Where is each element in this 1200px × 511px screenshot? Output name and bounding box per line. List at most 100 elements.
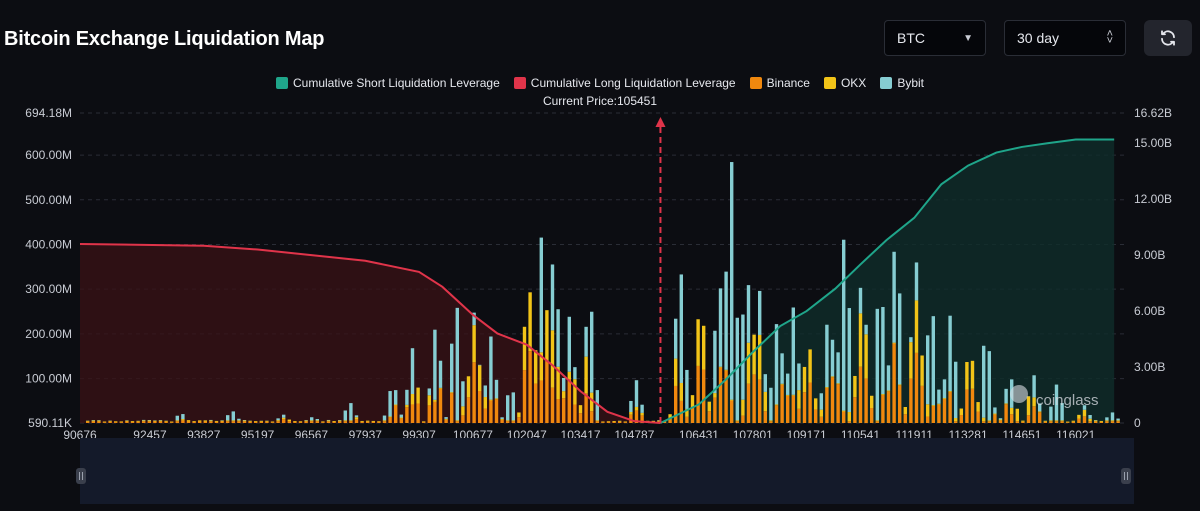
range-scroller[interactable] [80, 438, 1134, 504]
bar-okx [948, 391, 951, 392]
bar-okx [887, 390, 890, 391]
bar-bybit [383, 416, 386, 421]
bar-binance [540, 380, 543, 423]
bar-okx [736, 420, 739, 421]
bar-binance [568, 379, 571, 423]
bar-binance [584, 393, 587, 423]
bar-binance [383, 421, 386, 423]
bar-okx [304, 421, 307, 422]
bar-binance [484, 409, 487, 423]
bar-bybit [1116, 419, 1119, 421]
y-left-tick-label: 600.00M [25, 148, 72, 162]
bar-okx [226, 420, 229, 421]
bar-okx [198, 420, 201, 421]
bar-binance [310, 421, 313, 423]
bar-okx [534, 350, 537, 383]
bar-bybit [825, 325, 828, 387]
bar-bybit [489, 337, 492, 400]
bar-bybit [780, 353, 783, 383]
bar-binance [954, 421, 957, 423]
bar-binance [422, 422, 425, 423]
coinglass-logo-icon [1010, 385, 1028, 403]
bar-okx [769, 420, 772, 421]
bar-okx [859, 313, 862, 366]
bar-binance [444, 420, 447, 423]
bar-binance [1004, 404, 1007, 423]
bar-binance [948, 392, 951, 423]
bar-binance [198, 422, 201, 423]
bar-bybit [316, 419, 319, 420]
bar-binance [937, 405, 940, 423]
bar-binance [220, 422, 223, 423]
bar-bybit [892, 252, 895, 343]
bar-bybit [590, 312, 593, 393]
bar-bybit [898, 293, 901, 384]
bar-bybit [584, 327, 587, 357]
bar-binance [355, 419, 358, 423]
bar-okx [803, 367, 806, 392]
bar-binance [853, 397, 856, 423]
bar-binance [556, 399, 559, 423]
bar-okx [853, 376, 856, 397]
bar-okx [332, 421, 335, 422]
bar-binance [148, 421, 151, 423]
y-right-tick-label: 0 [1134, 416, 1141, 430]
bar-binance [876, 421, 879, 423]
bar-bybit [394, 390, 397, 404]
y-right-tick-label: 9.00B [1134, 248, 1165, 262]
bar-binance [131, 422, 134, 423]
bar-bybit [433, 330, 436, 400]
bar-okx [1066, 422, 1069, 423]
bar-okx [870, 396, 873, 408]
bar-okx [1083, 410, 1086, 417]
bar-binance [892, 344, 895, 423]
bar-binance [120, 422, 123, 423]
bar-binance [820, 417, 823, 423]
bar-binance [1116, 421, 1119, 423]
bar-bybit [1088, 415, 1091, 419]
bar-okx [366, 421, 369, 422]
bar-binance [1077, 419, 1080, 423]
bar-binance [993, 414, 996, 423]
bar-binance [736, 421, 739, 423]
bar-binance [338, 421, 341, 423]
bar-bybit [568, 317, 571, 372]
scroller-left-handle[interactable] [76, 468, 86, 484]
bar-binance [965, 389, 968, 423]
bar-binance [288, 421, 291, 423]
bar-binance [416, 404, 419, 423]
bar-okx [635, 407, 638, 410]
bar-bybit [310, 417, 313, 420]
bar-okx [260, 421, 263, 422]
bar-okx [730, 400, 733, 401]
bar-binance [1072, 422, 1075, 423]
bar-binance [372, 422, 375, 423]
bar-binance [136, 422, 139, 423]
bar-bybit [349, 403, 352, 420]
bar-bybit [484, 385, 487, 397]
bar-okx [680, 383, 683, 401]
bar-binance [708, 411, 711, 423]
y-right-tick-label: 15.00B [1134, 136, 1172, 150]
bar-okx [1010, 408, 1013, 414]
bar-binance [114, 422, 117, 423]
bar-bybit [551, 264, 554, 330]
bar-bybit [831, 340, 834, 377]
bar-okx [92, 421, 95, 422]
bar-okx [220, 421, 223, 422]
bar-okx [248, 421, 251, 422]
bar-bybit [943, 379, 946, 398]
bar-binance [187, 421, 190, 423]
bar-okx [439, 388, 442, 389]
bar-okx [489, 400, 492, 401]
bar-binance [909, 378, 912, 423]
bar-bybit [232, 411, 235, 420]
bar-okx [825, 387, 828, 388]
bar-okx [478, 365, 481, 391]
bar-binance [747, 384, 750, 423]
bar-okx [276, 420, 279, 421]
scroller-right-handle[interactable] [1121, 468, 1131, 484]
bar-binance [377, 422, 380, 423]
y-left-tick-label: 200.00M [25, 327, 72, 341]
bar-binance [1049, 421, 1052, 423]
